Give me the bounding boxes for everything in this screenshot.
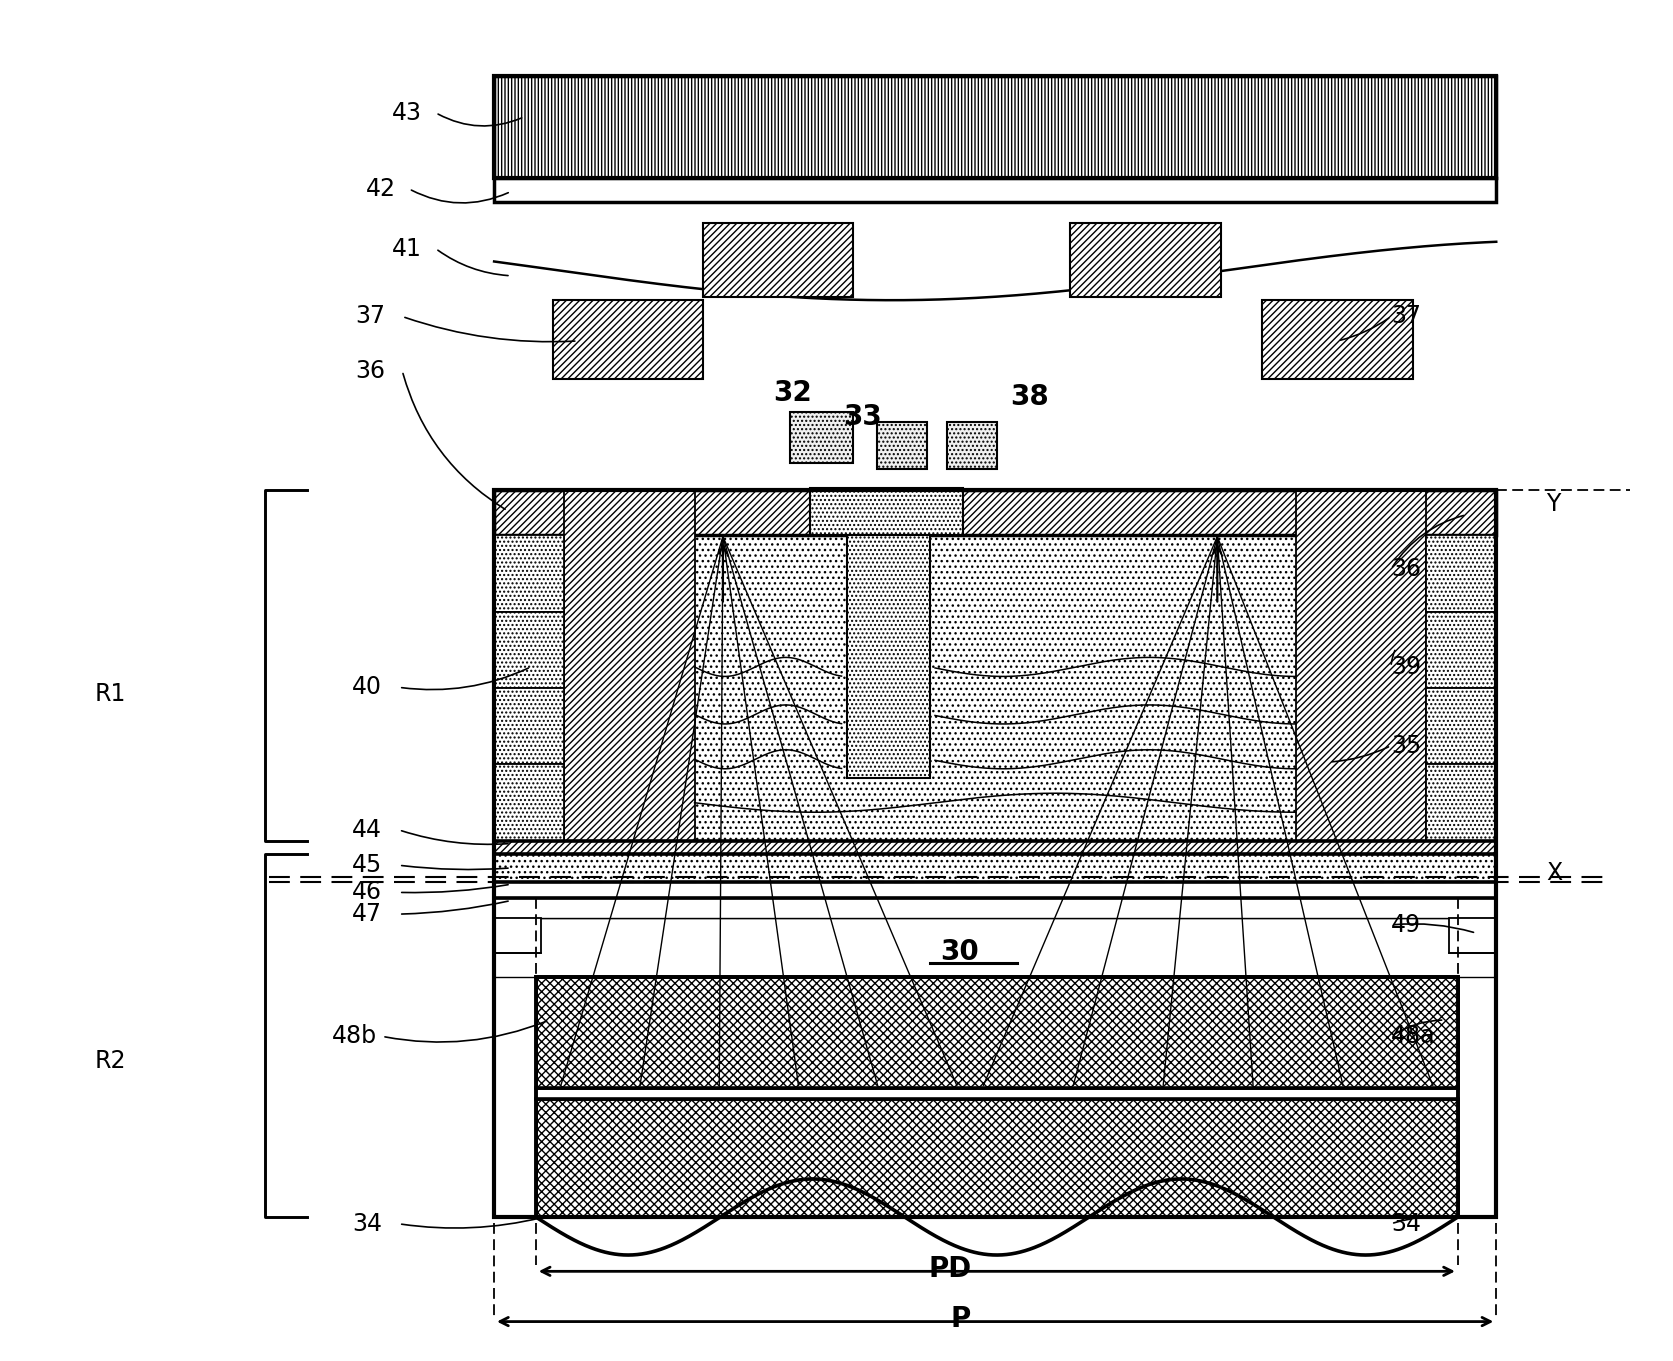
Bar xyxy=(790,411,853,463)
Text: 34: 34 xyxy=(1390,1211,1420,1236)
Bar xyxy=(494,535,1496,841)
Text: 36: 36 xyxy=(1390,557,1420,581)
Text: R1: R1 xyxy=(95,682,125,706)
Bar xyxy=(1071,223,1221,298)
Bar xyxy=(1425,535,1496,611)
Text: 47: 47 xyxy=(351,902,381,925)
Text: PD: PD xyxy=(929,1255,972,1282)
Bar xyxy=(552,301,703,378)
Text: 48b: 48b xyxy=(333,1025,376,1048)
Text: 30: 30 xyxy=(940,938,979,966)
Bar xyxy=(1297,490,1425,841)
Bar xyxy=(535,1098,1457,1217)
Text: Y: Y xyxy=(1546,491,1561,516)
Text: 44: 44 xyxy=(351,818,381,842)
Text: 37: 37 xyxy=(355,305,385,328)
Bar xyxy=(494,535,564,611)
Text: 40: 40 xyxy=(351,675,381,700)
Text: 38: 38 xyxy=(1010,382,1049,411)
Text: 45: 45 xyxy=(351,853,383,878)
Bar xyxy=(1449,919,1496,953)
Text: 37: 37 xyxy=(1390,305,1420,328)
Text: 33: 33 xyxy=(843,403,882,431)
Bar xyxy=(535,977,1457,1087)
Text: 43: 43 xyxy=(391,101,422,125)
Bar xyxy=(494,841,1496,855)
Bar xyxy=(810,487,964,535)
Text: 49: 49 xyxy=(1390,913,1420,936)
Text: 39: 39 xyxy=(1390,655,1420,679)
Text: 36: 36 xyxy=(355,359,385,382)
Bar xyxy=(494,765,564,841)
Text: 34: 34 xyxy=(351,1211,381,1236)
Bar xyxy=(494,611,564,687)
Text: 42: 42 xyxy=(365,177,395,201)
Bar xyxy=(494,919,540,953)
Bar xyxy=(877,422,927,468)
Text: P: P xyxy=(950,1305,970,1332)
Bar xyxy=(847,535,930,778)
Text: R2: R2 xyxy=(95,1049,127,1072)
Bar xyxy=(1425,765,1496,841)
Bar xyxy=(494,76,1496,178)
Bar xyxy=(535,977,1457,1217)
Bar xyxy=(494,687,564,765)
Bar xyxy=(1425,687,1496,765)
Bar xyxy=(494,855,1496,882)
Text: 46: 46 xyxy=(351,881,381,904)
Bar xyxy=(494,178,1496,203)
Text: 35: 35 xyxy=(1390,734,1422,758)
Text: 48a: 48a xyxy=(1390,1025,1435,1048)
Bar xyxy=(703,223,853,298)
Bar xyxy=(494,919,1496,977)
Bar xyxy=(494,76,1496,178)
Bar xyxy=(564,490,694,841)
Bar xyxy=(1425,611,1496,687)
Bar xyxy=(1263,301,1412,378)
Text: 32: 32 xyxy=(773,378,811,407)
Bar xyxy=(494,490,1496,1217)
Bar xyxy=(947,422,997,468)
Text: X: X xyxy=(1546,862,1563,886)
Bar xyxy=(494,898,1496,919)
Bar xyxy=(494,490,1496,535)
Text: 41: 41 xyxy=(391,237,422,260)
